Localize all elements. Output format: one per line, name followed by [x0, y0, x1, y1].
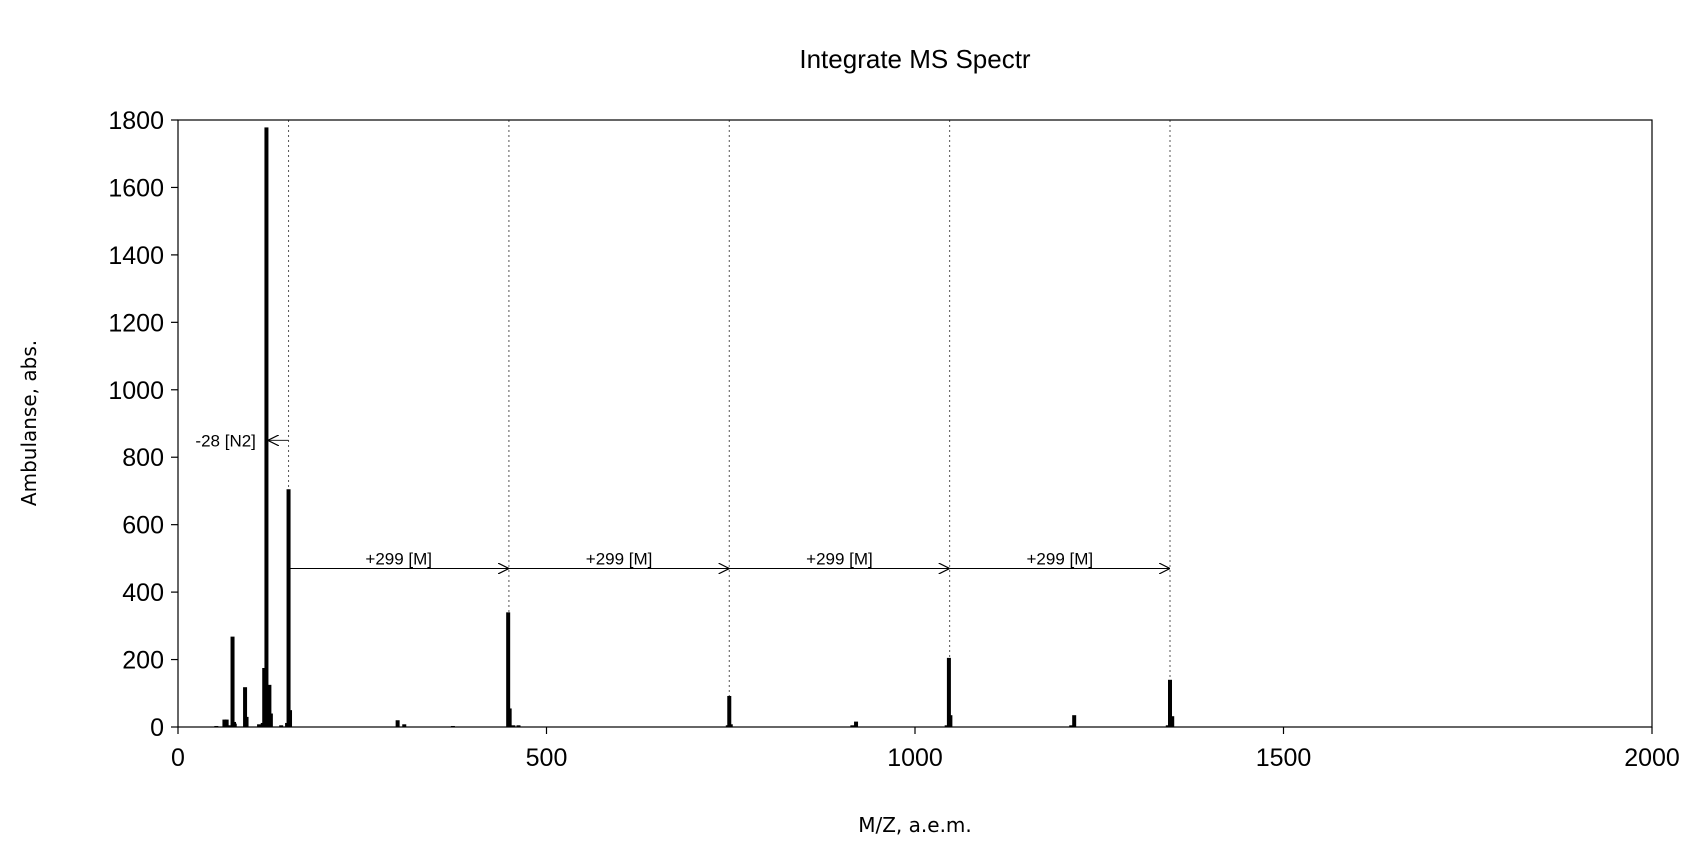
x-tick-label: 1000: [887, 744, 943, 772]
peak-bar: [267, 684, 272, 727]
peak-bar: [232, 723, 237, 727]
reference-lines: [288, 120, 1171, 727]
annotation-label: +299 [M]: [586, 550, 653, 569]
y-axis: 0 200 400 600 800 1000 1200 1400 1600 1800: [108, 107, 178, 742]
peak-bar: [230, 636, 235, 727]
annotation-label: +299 [M]: [1027, 550, 1094, 569]
peak-bar: [728, 724, 733, 727]
annotation-label: -28 [N2]: [195, 431, 255, 450]
annotations: -28 [N2] +299 [M] +299 [M] +299 [M] +299 [M]: [195, 431, 1171, 569]
x-axis-label: M/Z, a.e.m.: [858, 813, 972, 837]
peak-bar: [224, 719, 229, 727]
x-tick-label: 0: [171, 744, 185, 772]
annotation-label: +299 [M]: [365, 550, 432, 569]
peak-bar: [944, 725, 949, 727]
peak-bar: [402, 724, 407, 727]
peak-bar: [727, 695, 732, 727]
peak-bar: [854, 721, 859, 727]
y-axis-label: Ambulanse, abs.: [17, 340, 41, 506]
peak-bar: [286, 489, 291, 727]
y-tick-label: 1600: [108, 174, 164, 202]
peak-bar: [222, 719, 227, 727]
plot-frame: [177, 119, 1653, 728]
peak-bar: [264, 127, 269, 728]
x-tick-label: 500: [526, 744, 568, 772]
peak-bar: [511, 725, 516, 727]
y-tick-label: 200: [122, 647, 164, 675]
peak-bar: [507, 708, 512, 727]
chart-title: Integrate MS Spectr: [799, 44, 1031, 74]
peak-bar: [395, 720, 400, 727]
peak-bar: [243, 687, 248, 727]
peak-bar: [1072, 715, 1077, 727]
x-axis: 0 500 1000 1500 2000: [171, 727, 1680, 772]
x-tick-label: 2000: [1624, 744, 1680, 772]
peak-bar: [946, 657, 951, 727]
y-tick-label: 1800: [108, 107, 164, 135]
y-tick-label: 800: [122, 444, 164, 472]
peak-bar: [1170, 716, 1175, 727]
peak-bar: [257, 724, 262, 727]
y-tick-label: 400: [122, 579, 164, 607]
peak-bar: [948, 715, 953, 727]
y-tick-label: 0: [150, 714, 164, 742]
y-tick-label: 1200: [108, 309, 164, 337]
y-tick-label: 600: [122, 512, 164, 540]
peak-bar: [262, 667, 267, 727]
x-tick-label: 1500: [1256, 744, 1312, 772]
peak-bar: [516, 725, 521, 727]
peaks: [214, 127, 1175, 728]
peak-bar: [226, 725, 231, 727]
peak-bar: [1069, 725, 1074, 727]
peak-bar: [850, 725, 855, 727]
annotation-label: +299 [M]: [806, 550, 873, 569]
peak-bar: [288, 710, 293, 727]
y-tick-label: 1400: [108, 242, 164, 270]
peak-bar: [1168, 679, 1173, 727]
peak-bar: [279, 725, 284, 727]
y-tick-label: 1000: [108, 377, 164, 405]
peak-bar: [1165, 725, 1170, 727]
peak-bar: [506, 612, 511, 727]
peak-bar: [244, 716, 249, 727]
peak-bar: [268, 713, 273, 727]
